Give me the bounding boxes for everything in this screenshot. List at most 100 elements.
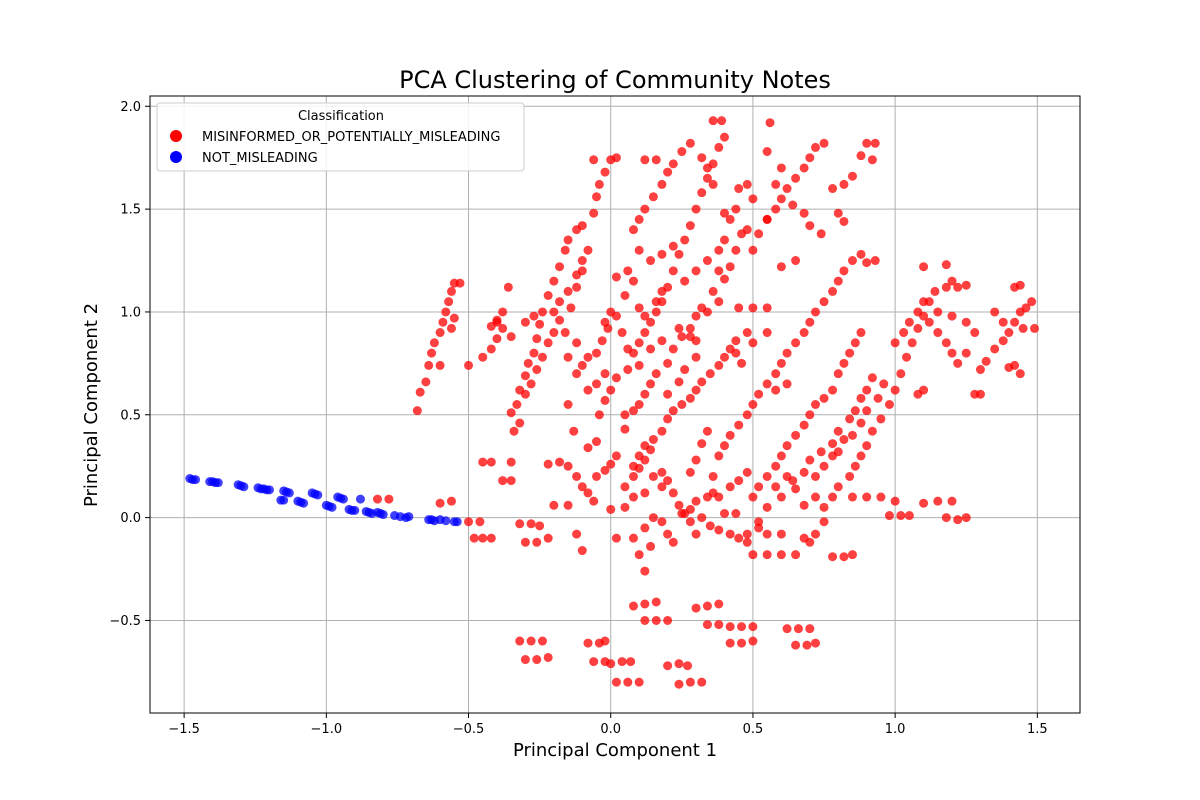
data-point (452, 517, 462, 527)
data-point (628, 276, 638, 286)
data-point (708, 471, 718, 481)
data-point (870, 138, 880, 148)
data-point (520, 537, 530, 547)
data-point (799, 500, 809, 510)
data-point (589, 208, 599, 218)
data-point (611, 533, 621, 543)
data-point (776, 492, 786, 502)
data-point (788, 200, 798, 210)
data-point (464, 360, 474, 370)
data-point (685, 504, 695, 514)
data-point (327, 502, 337, 512)
data-point (680, 276, 690, 286)
data-point (606, 307, 616, 317)
data-point (657, 426, 667, 436)
data-point (904, 317, 914, 327)
data-point (279, 495, 289, 505)
data-point (563, 461, 573, 471)
data-point (668, 344, 678, 354)
data-point (640, 155, 650, 165)
data-point (725, 482, 735, 492)
data-point (734, 476, 744, 486)
data-point (572, 369, 582, 379)
data-point (438, 317, 448, 327)
data-point (191, 475, 201, 485)
data-point (856, 393, 866, 403)
data-point (563, 352, 573, 362)
data-point (754, 229, 764, 239)
data-point (771, 369, 781, 379)
data-point (663, 529, 673, 539)
data-point (446, 286, 456, 296)
data-point (515, 418, 525, 428)
data-point (657, 482, 667, 492)
data-point (668, 537, 678, 547)
data-point (435, 328, 445, 338)
data-point (862, 492, 872, 502)
data-point (725, 622, 735, 632)
data-point (299, 498, 309, 508)
data-point (791, 338, 801, 348)
data-point (663, 661, 673, 671)
data-point (725, 214, 735, 224)
data-point (742, 410, 752, 420)
data-point (867, 155, 877, 165)
data-point (543, 338, 553, 348)
data-point (617, 657, 627, 667)
data-point (725, 529, 735, 539)
data-point (378, 510, 388, 520)
data-point (913, 307, 923, 317)
data-point (592, 379, 602, 389)
data-point (805, 153, 815, 163)
x-tick-label: −1.0 (311, 722, 343, 737)
data-point (805, 624, 815, 634)
data-point (1015, 369, 1025, 379)
series-not-misleading (185, 474, 462, 527)
data-point (847, 171, 857, 181)
data-point (731, 336, 741, 346)
data-point (839, 434, 849, 444)
data-point (819, 502, 829, 512)
data-point (737, 358, 747, 368)
data-point (640, 311, 650, 321)
data-point (933, 328, 943, 338)
data-point (762, 502, 772, 512)
data-point (819, 461, 829, 471)
data-point (856, 151, 866, 161)
data-point (833, 447, 843, 457)
y-axis-label: Principal Component 2 (81, 303, 102, 507)
data-point (998, 336, 1008, 346)
data-point (526, 636, 536, 646)
data-point (646, 256, 656, 266)
data-point (577, 360, 587, 370)
data-point (620, 424, 630, 434)
data-point (839, 216, 849, 226)
data-point (714, 142, 724, 152)
data-point (415, 387, 425, 397)
data-point (975, 389, 985, 399)
data-point (828, 492, 838, 502)
data-point (890, 496, 900, 506)
data-point (833, 369, 843, 379)
data-point (947, 496, 957, 506)
data-point (691, 529, 701, 539)
data-point (628, 471, 638, 481)
data-point (776, 550, 786, 560)
data-point (549, 328, 559, 338)
data-point (492, 315, 502, 325)
data-point (947, 348, 957, 358)
data-point (563, 235, 573, 245)
data-point (583, 488, 593, 498)
data-point (648, 513, 658, 523)
data-point (674, 659, 684, 669)
data-point (811, 638, 821, 648)
data-point (520, 655, 530, 665)
data-point (350, 505, 360, 515)
data-point (890, 338, 900, 348)
data-point (634, 400, 644, 409)
data-point (702, 426, 712, 436)
data-point (577, 221, 587, 231)
data-point (526, 519, 536, 529)
data-point (628, 601, 638, 611)
data-point (600, 636, 610, 646)
